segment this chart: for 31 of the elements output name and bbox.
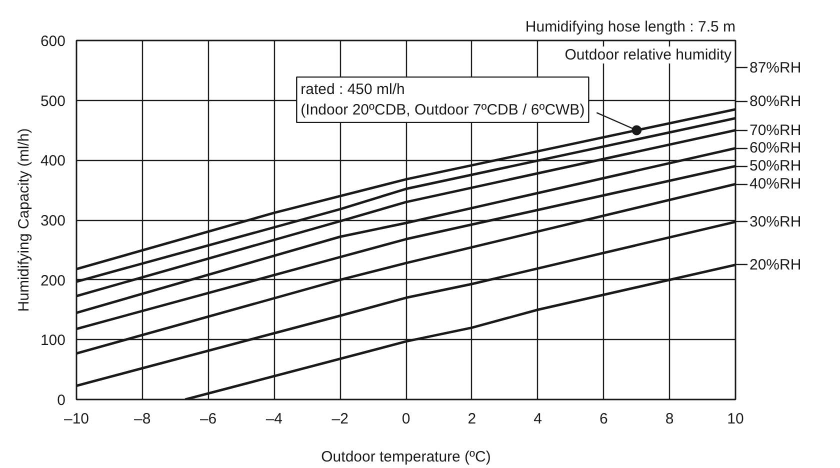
y-axis-title: Humidifying Capacity (ml/h)	[15, 128, 32, 312]
chart-title: Humidifying hose length : 7.5 m	[525, 18, 736, 36]
legend-label: 70%RH	[750, 122, 802, 139]
x-axis-title: Outdoor temperature (ºC)	[321, 448, 491, 466]
x-tick-label: –2	[332, 410, 348, 428]
annotation: rated : 450 ml/h (Indoor 20ºCDB, Outdoor 7ºCDB / 6ºCWB)	[300, 81, 585, 118]
y-tick-label: 100	[40, 332, 66, 350]
x-tick-label: –4	[266, 410, 283, 428]
x-tick-label: 4	[534, 410, 542, 428]
x-tick-label: –10	[64, 410, 90, 428]
y-tick-label: 300	[40, 212, 66, 230]
legend-label: 87%RH	[750, 59, 802, 76]
x-tick-label: 0	[402, 410, 410, 428]
legend-label: 60%RH	[750, 140, 802, 157]
y-tick-label: 500	[40, 92, 66, 110]
y-tick-label: 400	[40, 152, 66, 170]
legend-label: 50%RH	[750, 158, 802, 175]
legend-label: 80%RH	[750, 93, 802, 110]
x-tick-label: –8	[134, 410, 151, 428]
x-tick-label: 2	[468, 410, 476, 428]
x-tick-label: 10	[727, 410, 744, 428]
y-tick-label: 600	[40, 33, 66, 50]
legend-label: 20%RH	[750, 256, 802, 274]
x-tick-label: –6	[200, 410, 217, 428]
x-tick-label: 6	[600, 410, 608, 428]
legend-label: 30%RH	[750, 213, 802, 230]
x-tick-label: 8	[665, 410, 674, 428]
y-tick-label: 200	[40, 272, 66, 290]
legend-title: Outdoor relative humidity	[564, 46, 732, 64]
legend-label: 40%RH	[750, 176, 802, 193]
y-tick-label: 0	[57, 392, 66, 409]
